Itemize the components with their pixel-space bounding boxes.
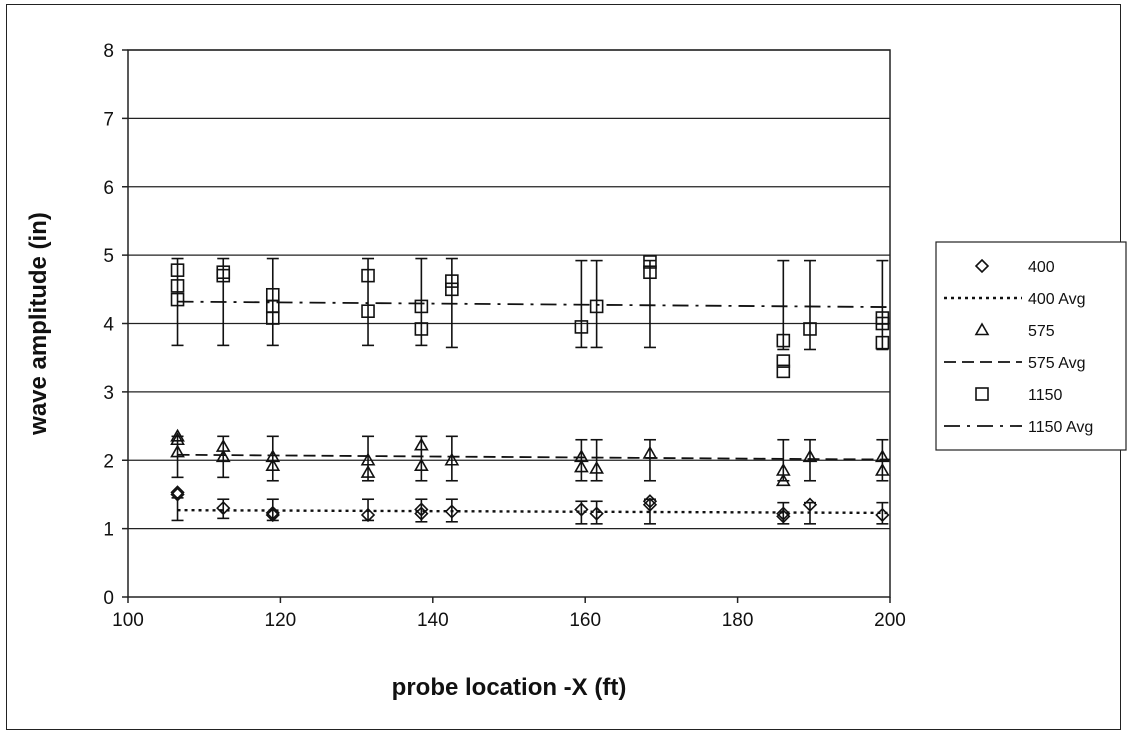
- legend-entry-label: 1150 Avg: [1028, 419, 1093, 436]
- square-marker: [170, 292, 185, 307]
- x-axis-title: probe location -X (ft): [392, 674, 627, 701]
- diamond-marker: [642, 497, 658, 512]
- square-marker: [643, 265, 657, 280]
- x-tick-label: 120: [265, 610, 297, 631]
- y-tick-label: 0: [103, 588, 114, 609]
- diamond-marker: [589, 506, 604, 521]
- x-tick-label: 100: [112, 610, 144, 631]
- diamond-marker: [414, 502, 429, 517]
- square-marker: [574, 320, 589, 334]
- average-lines: [177, 300, 891, 515]
- diamond-marker: [802, 497, 818, 512]
- legend-entry-label: 400: [1028, 259, 1055, 276]
- square-marker: [776, 333, 791, 348]
- y-tick-label: 4: [103, 315, 114, 336]
- square-marker: [776, 364, 791, 379]
- square-marker: [445, 282, 459, 297]
- triangle-marker: [170, 428, 185, 442]
- square-marker: [170, 279, 185, 293]
- diamond-marker: [170, 485, 185, 500]
- triangle-marker: [574, 459, 589, 473]
- triangle-marker: [802, 449, 818, 463]
- legend-entry-label: 400 Avg: [1028, 291, 1086, 308]
- square-marker: [975, 387, 989, 401]
- y-axis-title: wave amplitude (in): [25, 212, 52, 436]
- diamond-marker: [265, 505, 280, 521]
- y-tick-label: 7: [103, 109, 114, 130]
- triangle-marker: [413, 437, 429, 451]
- diamond-marker: [444, 504, 459, 519]
- triangle-marker: [360, 464, 376, 478]
- square-marker: [216, 268, 231, 283]
- y-tick-label: 5: [103, 246, 114, 267]
- triangle-marker: [642, 445, 658, 459]
- square-marker: [361, 268, 375, 283]
- square-marker: [414, 322, 429, 336]
- legend-entry-label: 575: [1028, 323, 1055, 340]
- triangle-marker: [215, 449, 231, 463]
- legend-entry-label: 1150: [1028, 387, 1063, 404]
- legend-box: [935, 241, 1127, 451]
- diamond-marker: [216, 500, 231, 516]
- diamond-marker: [265, 507, 280, 523]
- y-tick-label: 3: [103, 383, 114, 404]
- square-marker: [643, 255, 657, 269]
- square-marker: [361, 304, 375, 318]
- square-marker: [875, 335, 890, 350]
- triangle-marker: [170, 432, 185, 446]
- square-marker: [445, 274, 459, 288]
- square-marker: [803, 322, 817, 336]
- square-marker: [776, 354, 791, 368]
- legend: 400 400 Avg 575 575 Avg 1150 1150 Avg: [935, 241, 1127, 451]
- x-tick-label: 160: [569, 610, 601, 631]
- square-marker: [414, 299, 429, 314]
- x-tick-label: 200: [874, 610, 906, 631]
- triangle-marker: [265, 458, 281, 472]
- diamond-marker: [414, 506, 429, 521]
- axis-ticks: 0 1 2 3 4 5 6 7 8 100 120 140 160 180 200: [103, 41, 905, 631]
- diamond-marker: [170, 487, 185, 502]
- y-tick-label: 2: [103, 451, 114, 472]
- y-tick-label: 6: [103, 178, 114, 199]
- triangle-marker: [170, 444, 185, 458]
- y-tick-label: 1: [103, 520, 114, 541]
- diamond-marker: [360, 507, 376, 523]
- square-marker: [170, 263, 185, 277]
- triangle-marker: [589, 460, 605, 474]
- square-marker: [589, 299, 604, 314]
- triangle-marker: [775, 473, 791, 487]
- legend-entry-label: 575 Avg: [1028, 355, 1086, 372]
- square-marker: [875, 316, 890, 331]
- diamond-marker: [974, 258, 990, 274]
- triangle-marker: [875, 449, 890, 463]
- square-marker: [265, 311, 280, 325]
- diamond-marker: [776, 506, 791, 521]
- diamond-marker: [875, 507, 890, 523]
- triangle-marker: [875, 462, 890, 476]
- triangle-marker: [413, 458, 429, 472]
- markers: [170, 255, 890, 524]
- x-tick-label: 180: [722, 610, 754, 631]
- triangle-marker: [974, 322, 990, 336]
- triangle-marker: [444, 452, 460, 466]
- x-tick-label: 140: [417, 610, 449, 631]
- triangle-marker: [360, 452, 376, 466]
- y-tick-label: 8: [103, 41, 114, 62]
- diamond-marker: [574, 502, 589, 517]
- avg-line-575-avg: [177, 453, 891, 461]
- diamond-marker: [642, 494, 658, 509]
- diamond-marker: [776, 509, 791, 524]
